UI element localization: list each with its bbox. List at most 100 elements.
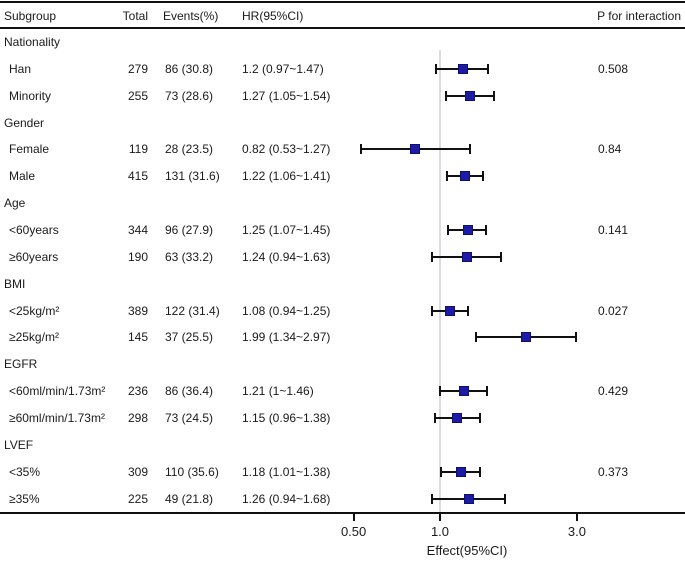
ci-cap-left — [433, 412, 436, 423]
total-cell: 119 — [128, 142, 148, 157]
subgroup-cell: Minority — [9, 88, 52, 103]
subgroup-cell: <35% — [9, 464, 41, 479]
subgroup-cell: Female — [9, 142, 50, 157]
hr-cell: 1.99 (1.34~2.97) — [242, 330, 331, 345]
ci-cap-left — [475, 332, 478, 343]
hr-marker — [444, 305, 455, 316]
subgroup-cell: LVEF — [4, 437, 34, 452]
subgroup-cell: Male — [9, 169, 36, 184]
ci-cap-left — [439, 386, 441, 397]
p-interaction-cell: 0.508 — [598, 61, 629, 76]
events-cell: 122 (31.4) — [165, 303, 220, 318]
hr-marker — [461, 251, 472, 262]
x-axis-title: Effect(95%CI) — [426, 543, 508, 558]
subgroup-cell: Age — [4, 196, 26, 211]
ci-cap-right — [486, 386, 489, 397]
ci-cap-right — [503, 493, 506, 504]
subgroup-cell: <60ml/min/1.73m² — [9, 384, 106, 399]
total-cell: 190 — [127, 249, 148, 264]
axis-tick-label: 1.0 — [430, 524, 450, 539]
hr-cell: 1.15 (0.96~1.38) — [242, 410, 331, 425]
reference-line — [439, 50, 441, 512]
subgroup-cell: <25kg/m² — [9, 303, 60, 318]
hr-marker — [457, 63, 468, 74]
ci-cap-right — [479, 412, 482, 423]
hr-marker — [459, 171, 470, 182]
events-cell: 73 (24.5) — [165, 410, 214, 425]
subgroup-cell: <60years — [9, 222, 59, 237]
events-cell: 131 (31.6) — [165, 169, 220, 184]
hr-cell: 1.08 (0.94~1.25) — [242, 303, 331, 318]
total-cell: 279 — [127, 61, 148, 76]
subgroup-cell: BMI — [4, 276, 26, 291]
events-cell: 73 (28.6) — [165, 88, 214, 103]
ci-cap-left — [435, 63, 438, 74]
subgroup-cell: Han — [9, 61, 32, 76]
hr-cell: 1.24 (0.94~1.63) — [242, 249, 331, 264]
ci-cap-left — [447, 224, 450, 235]
ci-cap-left — [445, 90, 448, 101]
hr-cell: 1.25 (1.07~1.45) — [242, 222, 331, 237]
ci-cap-right — [466, 305, 469, 316]
total-cell: 145 — [127, 330, 148, 345]
hr-cell: 1.27 (1.05~1.54) — [242, 88, 331, 103]
subgroup-cell: Nationality — [4, 34, 61, 49]
total-cell: 309 — [127, 464, 148, 479]
header-underline — [0, 27, 685, 29]
ci-cap-right — [468, 144, 471, 155]
hr-cell: 1.26 (0.94~1.68) — [242, 491, 331, 506]
ci-cap-left — [431, 251, 434, 262]
hr-cell: 1.2 (0.97~1.47) — [242, 61, 324, 76]
axis-tick — [575, 514, 578, 521]
column-header-total: Total — [122, 9, 148, 23]
ci-cap-right — [492, 90, 495, 101]
p-interaction-cell: 0.141 — [598, 222, 629, 237]
events-cell: 96 (27.9) — [165, 222, 214, 237]
ci-cap-left — [431, 493, 434, 504]
axis-tick-label: 3.0 — [567, 524, 586, 539]
ci-cap-right — [499, 251, 502, 262]
events-cell: 86 (30.8) — [165, 61, 214, 76]
hr-marker — [463, 493, 474, 504]
events-cell: 63 (33.2) — [165, 249, 214, 264]
ci-cap-right — [574, 332, 577, 343]
axis-tick-label: 0.50 — [340, 524, 367, 539]
hr-cell: 1.22 (1.06~1.41) — [242, 169, 331, 184]
axis-tick — [439, 514, 441, 521]
events-cell: 37 (25.5) — [165, 330, 214, 345]
ci-cap-right — [485, 224, 488, 235]
subgroup-cell: ≥60ml/min/1.73m² — [9, 410, 105, 425]
ci-cap-right — [479, 466, 482, 477]
hr-marker — [410, 144, 421, 155]
ci-cap-left — [431, 305, 434, 316]
axis-tick — [352, 514, 355, 521]
events-cell: 110 (35.6) — [165, 464, 219, 479]
total-cell: 415 — [127, 169, 148, 184]
column-header-subgroup: Subgroup — [4, 9, 57, 23]
events-cell: 28 (23.5) — [165, 142, 214, 157]
hr-marker — [520, 332, 531, 343]
p-interaction-cell: 0.027 — [598, 303, 629, 318]
column-header-p-interaction: P for interaction — [597, 9, 681, 23]
total-cell: 298 — [127, 410, 148, 425]
hr-cell: 0.82 (0.53~1.27) — [242, 142, 331, 157]
subgroup-cell: Gender — [4, 115, 45, 130]
ci-cap-left — [440, 466, 443, 477]
ci-cap-right — [481, 171, 484, 182]
subgroup-cell: ≥60years — [9, 249, 59, 264]
total-cell: 255 — [127, 88, 148, 103]
column-header-events: Events(%) — [163, 9, 219, 23]
p-interaction-cell: 0.373 — [598, 464, 629, 479]
total-cell: 225 — [127, 491, 148, 506]
subgroup-cell: ≥25kg/m² — [9, 330, 59, 345]
hr-marker — [452, 412, 463, 423]
ci-cap-right — [487, 63, 490, 74]
subgroup-cell: ≥35% — [9, 491, 40, 506]
column-header-hr: HR(95%CI) — [242, 9, 304, 23]
ci-cap-left — [446, 171, 449, 182]
hr-marker — [455, 466, 466, 477]
p-interaction-cell: 0.429 — [598, 384, 629, 399]
ci-cap-left — [359, 144, 362, 155]
hr-cell: 1.21 (1~1.46) — [242, 384, 314, 399]
